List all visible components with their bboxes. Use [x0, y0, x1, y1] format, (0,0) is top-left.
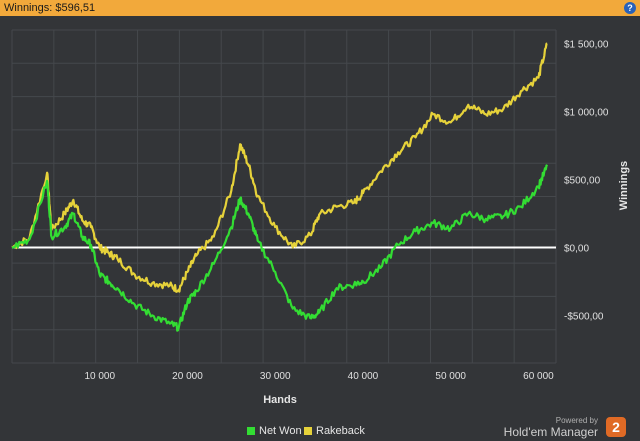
hm2-badge-icon: 2: [606, 417, 626, 437]
x-tick-label: 10 000: [84, 371, 115, 382]
winnings-chart: 10 000 20 000 30 000 40 000 50 000 60 000 -$50…: [11, 29, 630, 406]
y-tick-label: $500,00: [564, 176, 601, 187]
legend-item-rakeback[interactable]: Rakeback: [304, 425, 365, 437]
x-tick-label: 30 000: [260, 371, 291, 382]
legend-label-net-won: Net Won: [259, 425, 302, 437]
brand-logo: Powered by Hold'em Manager 2: [492, 414, 632, 440]
title-bar: Winnings: $596,51 ?: [0, 0, 640, 16]
x-tick-label: 50 000: [435, 371, 466, 382]
x-tick-label: 60 000: [523, 371, 554, 382]
winnings-title: Winnings: $596,51: [4, 2, 96, 14]
legend-label-rakeback: Rakeback: [316, 425, 365, 437]
y-tick-label: $1 000,00: [564, 108, 609, 119]
legend-swatch-net-won: [247, 427, 255, 436]
y-axis-label: Winnings: [618, 161, 630, 210]
series-line-net-won: [11, 164, 549, 332]
x-tick-label: 40 000: [348, 371, 379, 382]
powered-by-text: Powered by: [555, 416, 598, 425]
question-icon[interactable]: ?: [624, 2, 636, 14]
y-tick-label: $1 500,00: [564, 40, 609, 51]
x-tick-label: 20 000: [172, 371, 203, 382]
y-tick-label: $0,00: [564, 243, 589, 254]
legend-swatch-rakeback: [304, 427, 312, 436]
x-axis-label: Hands: [263, 394, 297, 406]
y-tick-label: -$500,00: [564, 311, 604, 322]
legend-item-net-won[interactable]: Net Won: [247, 425, 302, 437]
series-line-rakeback: [11, 42, 548, 293]
brand-name: Hold'em Manager: [503, 425, 598, 439]
